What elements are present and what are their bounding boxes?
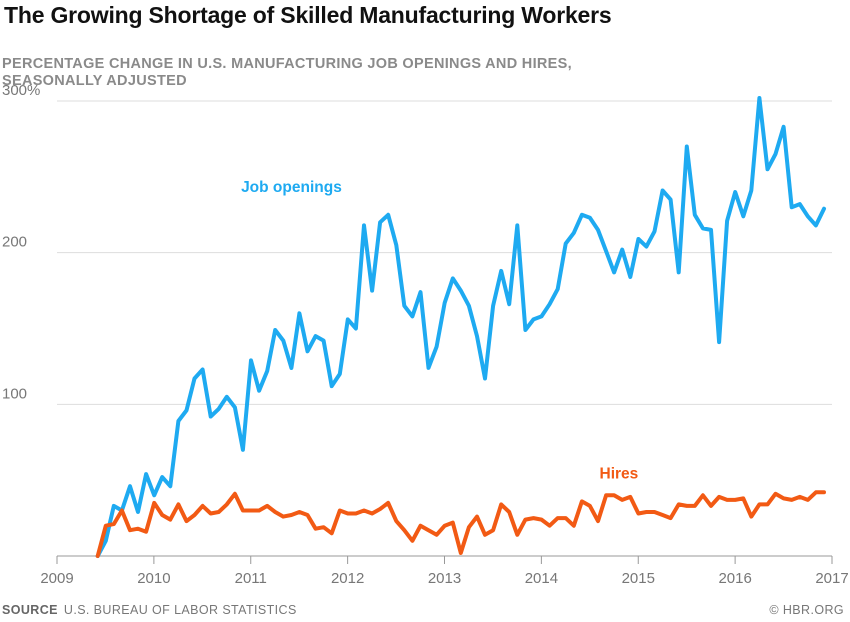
- x-tick-label: 2012: [331, 570, 364, 587]
- credit: © HBR.ORG: [769, 603, 844, 617]
- x-tick-label: 2015: [622, 570, 655, 587]
- chart-svg: 100 200 300% 2009 2010 2011 2012 2013 2014 2015 20…: [2, 82, 849, 587]
- x-tick-label: 2016: [718, 570, 751, 587]
- source-label: SOURCE: [2, 603, 58, 617]
- series-label-job-openings: Job openings: [241, 179, 342, 196]
- x-tick-label: 2010: [137, 570, 170, 587]
- source-note: SOURCE U.S. BUREAU OF LABOR STATISTICS: [2, 603, 297, 617]
- x-tick-label: 2017: [815, 570, 848, 587]
- y-tick-label: 300%: [2, 82, 40, 99]
- y-tick-label: 100: [2, 385, 27, 402]
- series-label-hires: Hires: [600, 466, 639, 483]
- series-line-hires: [95, 490, 826, 558]
- y-tick-label: 200: [2, 234, 27, 251]
- source-text: U.S. BUREAU OF LABOR STATISTICS: [63, 603, 297, 617]
- x-tick-label: 2014: [525, 570, 558, 587]
- chart-subtitle: PERCENTAGE CHANGE IN U.S. MANUFACTURING …: [2, 56, 572, 89]
- x-tick-label: 2013: [428, 570, 461, 587]
- x-tick-label: 2011: [235, 570, 267, 587]
- series-line-job-openings: [95, 96, 826, 558]
- chart-title: The Growing Shortage of Skilled Manufact…: [4, 2, 612, 28]
- x-tick-label: 2009: [40, 570, 73, 587]
